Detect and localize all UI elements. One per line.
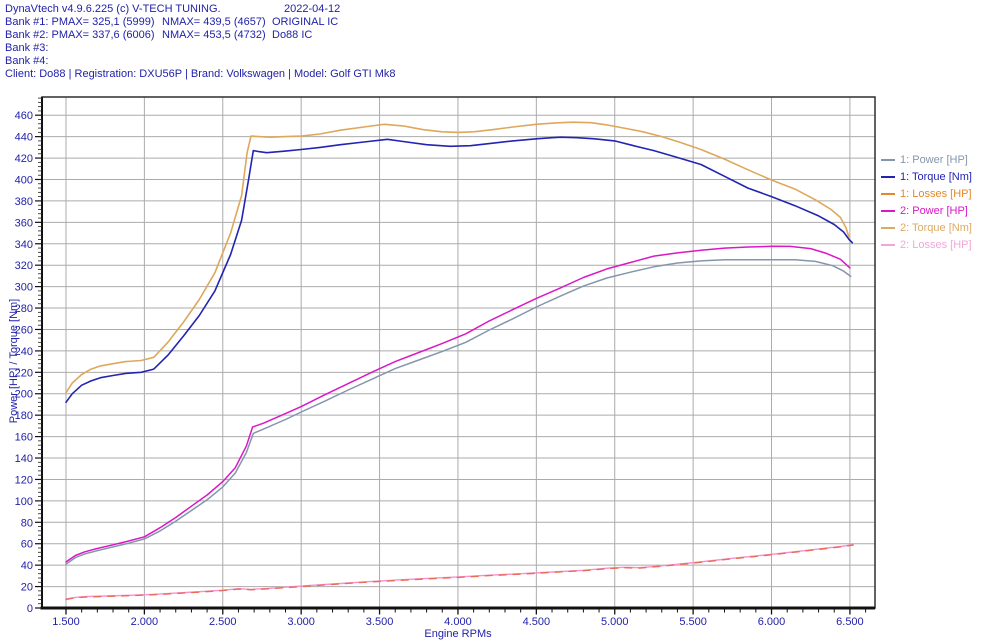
legend-label: 2: Losses [HP] [900,238,972,251]
header-text: NMAX= 453,5 (4732) [162,29,266,41]
series-1-power-hp [65,258,852,565]
y-tick-label: 380 [15,196,33,208]
header-text: ORIGINAL IC [272,16,339,28]
y-tick-label: 360 [15,217,33,229]
x-tick-label: 1.500 [52,616,80,628]
y-tick-label: 300 [15,282,33,294]
header-text: Bank #2: PMAX= 337,6 (6006) [5,29,155,41]
y-tick-label: 140 [15,453,33,465]
y-tick-label: 220 [15,367,33,379]
y-tick-label: 0 [27,603,33,615]
legend-item: 1: Losses [HP] [881,185,972,202]
header-line-5: Bank #4: [0,55,1000,68]
header-line-1: DynaVtech v4.9.6.225 (c) V-TECH TUNING. 2… [0,3,1000,16]
x-tick-label: 4.000 [444,616,472,628]
y-tick-label: 160 [15,432,33,444]
x-tick-label: 6.000 [758,616,786,628]
legend-item: 2: Power [HP] [881,202,972,219]
legend-swatch [881,158,895,161]
series-2-losses-hp [65,543,854,600]
y-tick-label: 40 [21,560,33,572]
legend-swatch [881,209,895,212]
header-text: Do88 IC [272,29,313,41]
header-line-3: Bank #2: PMAX= 337,6 (6006) NMAX= 453,5 (… [0,29,1000,42]
x-tick-label: 2.000 [131,616,159,628]
series-2-torque-nm [65,121,850,394]
header-text: 2022-04-12 [284,3,341,15]
legend-item: 2: Losses [HP] [881,236,972,253]
x-tick-label: 6.500 [836,616,864,628]
y-tick-label: 60 [21,539,33,551]
header-text: NMAX= 439,5 (4657) [162,16,266,28]
y-tick-label: 420 [15,153,33,165]
x-tick-label: 4.500 [523,616,551,628]
legend-swatch [881,243,895,246]
header-line-2: Bank #1: PMAX= 325,1 (5999) NMAX= 439,5 (… [0,16,1000,29]
y-tick-label: 80 [21,517,33,529]
legend-item: 1: Power [HP] [881,151,972,168]
header-line-6: Client: Do88 | Registration: DXU56P | Br… [0,68,1000,81]
x-tick-label: 5.000 [601,616,629,628]
x-tick-label: 3.000 [287,616,315,628]
legend-label: 1: Torque [Nm] [900,170,972,183]
series-1-torque-nm [65,136,854,404]
legend-item: 2: Torque [Nm] [881,219,972,236]
y-tick-label: 20 [21,582,33,594]
header-line-4: Bank #3: [0,42,1000,55]
header-text: Bank #3: [5,42,49,54]
y-tick-label: 120 [15,474,33,486]
plot-frame [41,96,876,609]
x-tick-label: 5.500 [679,616,707,628]
y-tick-label: 460 [15,110,33,122]
y-tick-label: 100 [15,496,33,508]
series-2-power-hp [65,245,851,563]
legend-swatch [881,175,895,178]
chart-legend: 1: Power [HP] 1: Torque [Nm] 1: Losses [HP… [881,151,972,253]
y-tick-label: 400 [15,174,33,186]
legend-label: 1: Losses [HP] [900,187,972,200]
y-tick-label: 260 [15,324,33,336]
y-tick-label: 440 [15,132,33,144]
header-text: Bank #1: PMAX= 325,1 (5999) [5,16,155,28]
series-1-losses-hp [65,544,854,601]
legend-item: 1: Torque [Nm] [881,168,972,185]
legend-label: 1: Power [HP] [900,153,968,166]
header-text: Bank #4: [5,55,49,67]
legend-swatch [881,226,895,229]
header-text: Client: Do88 | Registration: DXU56P | Br… [5,68,396,80]
legend-label: 2: Torque [Nm] [900,221,972,234]
y-tick-label: 180 [15,410,33,422]
legend-label: 2: Power [HP] [900,204,968,217]
x-tick-label: 3.500 [366,616,394,628]
y-tick-label: 340 [15,239,33,251]
y-tick-label: 280 [15,303,33,315]
y-tick-label: 320 [15,260,33,272]
y-tick-label: 240 [15,346,33,358]
y-axis-title: Power [HP] / Torque [Nm] [8,298,20,424]
x-tick-label: 2.500 [209,616,237,628]
legend-swatch [881,192,895,195]
report-header: DynaVtech v4.9.6.225 (c) V-TECH TUNING. 2… [0,0,1000,82]
header-text: DynaVtech v4.9.6.225 (c) V-TECH TUNING. [5,3,221,15]
x-axis-title: Engine RPMs [424,628,492,640]
y-tick-label: 200 [15,389,33,401]
